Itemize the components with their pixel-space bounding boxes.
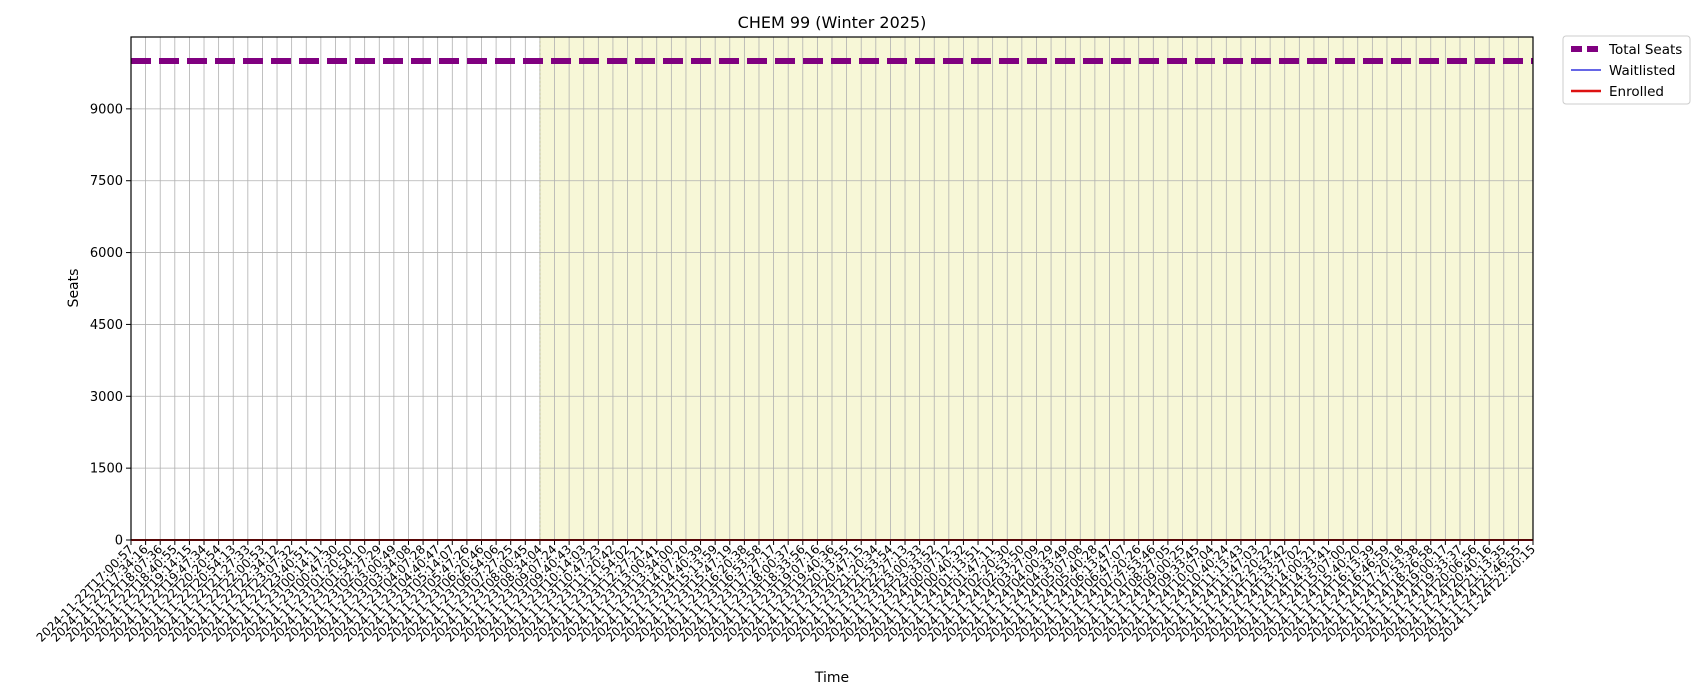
chart-title: CHEM 99 (Winter 2025) [738,13,927,32]
y-tick-label: 9000 [90,102,123,117]
legend-label: Waitlisted [1609,63,1676,79]
y-axis-title: Seats [66,269,82,308]
y-tick-label: 6000 [90,246,123,261]
y-tick-label: 4500 [90,318,123,333]
legend-label: Total Seats [1608,42,1682,58]
legend-box [1562,35,1691,105]
x-axis-title: Time [814,670,849,686]
legend-label: Enrolled [1609,84,1664,100]
plot-frame [130,36,1534,541]
y-tick-label: 0 [115,534,123,549]
plot-area: 01500300045006000750090002024-11-22T17:0… [34,36,1538,645]
y-tick-label: 3000 [90,390,123,405]
y-tick-label: 1500 [90,462,123,477]
legend: Total Seats Waitlisted Enrolled [1562,35,1691,105]
y-tick-label: 7500 [90,174,123,189]
